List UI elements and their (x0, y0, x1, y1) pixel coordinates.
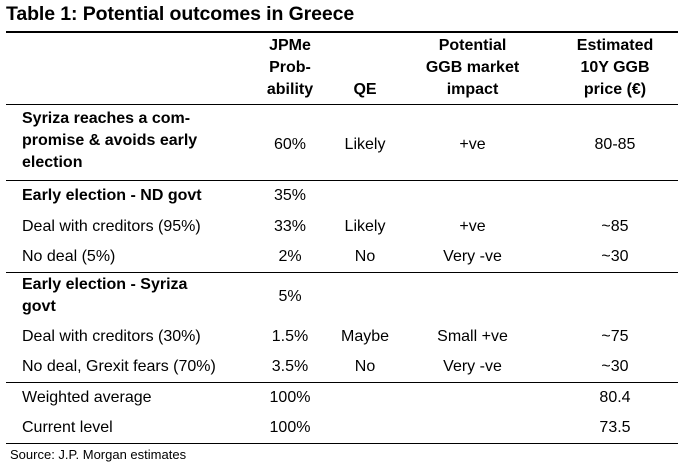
rule-section (6, 272, 678, 273)
header-price: Estimated 10Y GGB price (€) (555, 35, 675, 101)
rule-section (6, 382, 678, 383)
cell-probability: 60% (273, 136, 307, 153)
header-probability-line: JPMe (269, 37, 311, 54)
row-label-syriza-govt: Early election - Syriza govt (22, 274, 187, 318)
cell-probability: 33% (273, 218, 307, 235)
cell-price: 80-85 (594, 136, 636, 153)
header-probability: JPMe Prob- ability (250, 35, 330, 101)
header-probability-line: Prob- (269, 59, 311, 76)
cell-qe: Maybe (340, 328, 390, 345)
cell-qe: Likely (344, 218, 386, 235)
cell-impact: Small +ve (437, 328, 508, 345)
row-label-syriza-compromise: Syriza reaches a com- promise & avoids e… (22, 108, 197, 174)
cell-impact: +ve (459, 136, 486, 153)
cell-qe: Likely (344, 136, 386, 153)
rule-bottom (6, 443, 678, 444)
cell-impact: Very -ve (443, 358, 502, 375)
header-impact-line: GGB market (425, 59, 520, 76)
cell-price: ~30 (601, 248, 629, 265)
header-price-line: price (€) (583, 81, 647, 98)
row-label-line: govt (22, 298, 56, 315)
cell-price: ~75 (601, 328, 629, 345)
row-label-line: Syriza reaches a com- (22, 110, 191, 127)
row-label-nd-no-deal: No deal (5%) (22, 248, 116, 265)
header-probability-line: ability (266, 81, 314, 98)
row-label-line: promise & avoids early (22, 132, 198, 149)
row-label-syriza-deal: Deal with creditors (30%) (22, 328, 201, 345)
header-price-line: Estimated (576, 37, 654, 54)
header-price-line: 10Y GGB (580, 59, 650, 76)
cell-probability: 2% (278, 248, 302, 265)
cell-probability: 1.5% (271, 328, 309, 345)
row-label-line: Early election - Syriza (22, 276, 188, 293)
cell-price: ~30 (601, 358, 629, 375)
source-note: Source: J.P. Morgan estimates (10, 447, 187, 462)
row-label-syriza-no-deal: No deal, Grexit fears (70%) (22, 358, 216, 375)
row-label-current-level: Current level (22, 419, 113, 436)
cell-price: ~85 (601, 218, 629, 235)
header-impact-line: Potential (438, 37, 507, 54)
row-label-nd-govt: Early election - ND govt (22, 187, 202, 204)
rule-section (6, 180, 678, 181)
header-qe: QE (353, 81, 377, 98)
cell-qe: No (354, 248, 376, 265)
rule-header (6, 104, 678, 105)
cell-impact: Very -ve (443, 248, 502, 265)
cell-probability: 100% (269, 419, 311, 436)
row-label-nd-deal: Deal with creditors (95%) (22, 218, 201, 235)
row-label-weighted-average: Weighted average (22, 389, 152, 406)
cell-price: 73.5 (599, 419, 631, 436)
cell-qe: No (354, 358, 376, 375)
cell-probability: 35% (273, 187, 307, 204)
cell-probability: 100% (269, 389, 311, 406)
cell-probability: 5% (278, 288, 302, 305)
cell-impact: +ve (459, 218, 486, 235)
header-impact: Potential GGB market impact (410, 35, 535, 101)
row-label-line: election (22, 154, 83, 171)
table-title: Table 1: Potential outcomes in Greece (6, 3, 355, 25)
cell-probability: 3.5% (271, 358, 309, 375)
rule-top (6, 31, 678, 33)
cell-price: 80.4 (599, 389, 631, 406)
header-impact-line: impact (446, 81, 499, 98)
